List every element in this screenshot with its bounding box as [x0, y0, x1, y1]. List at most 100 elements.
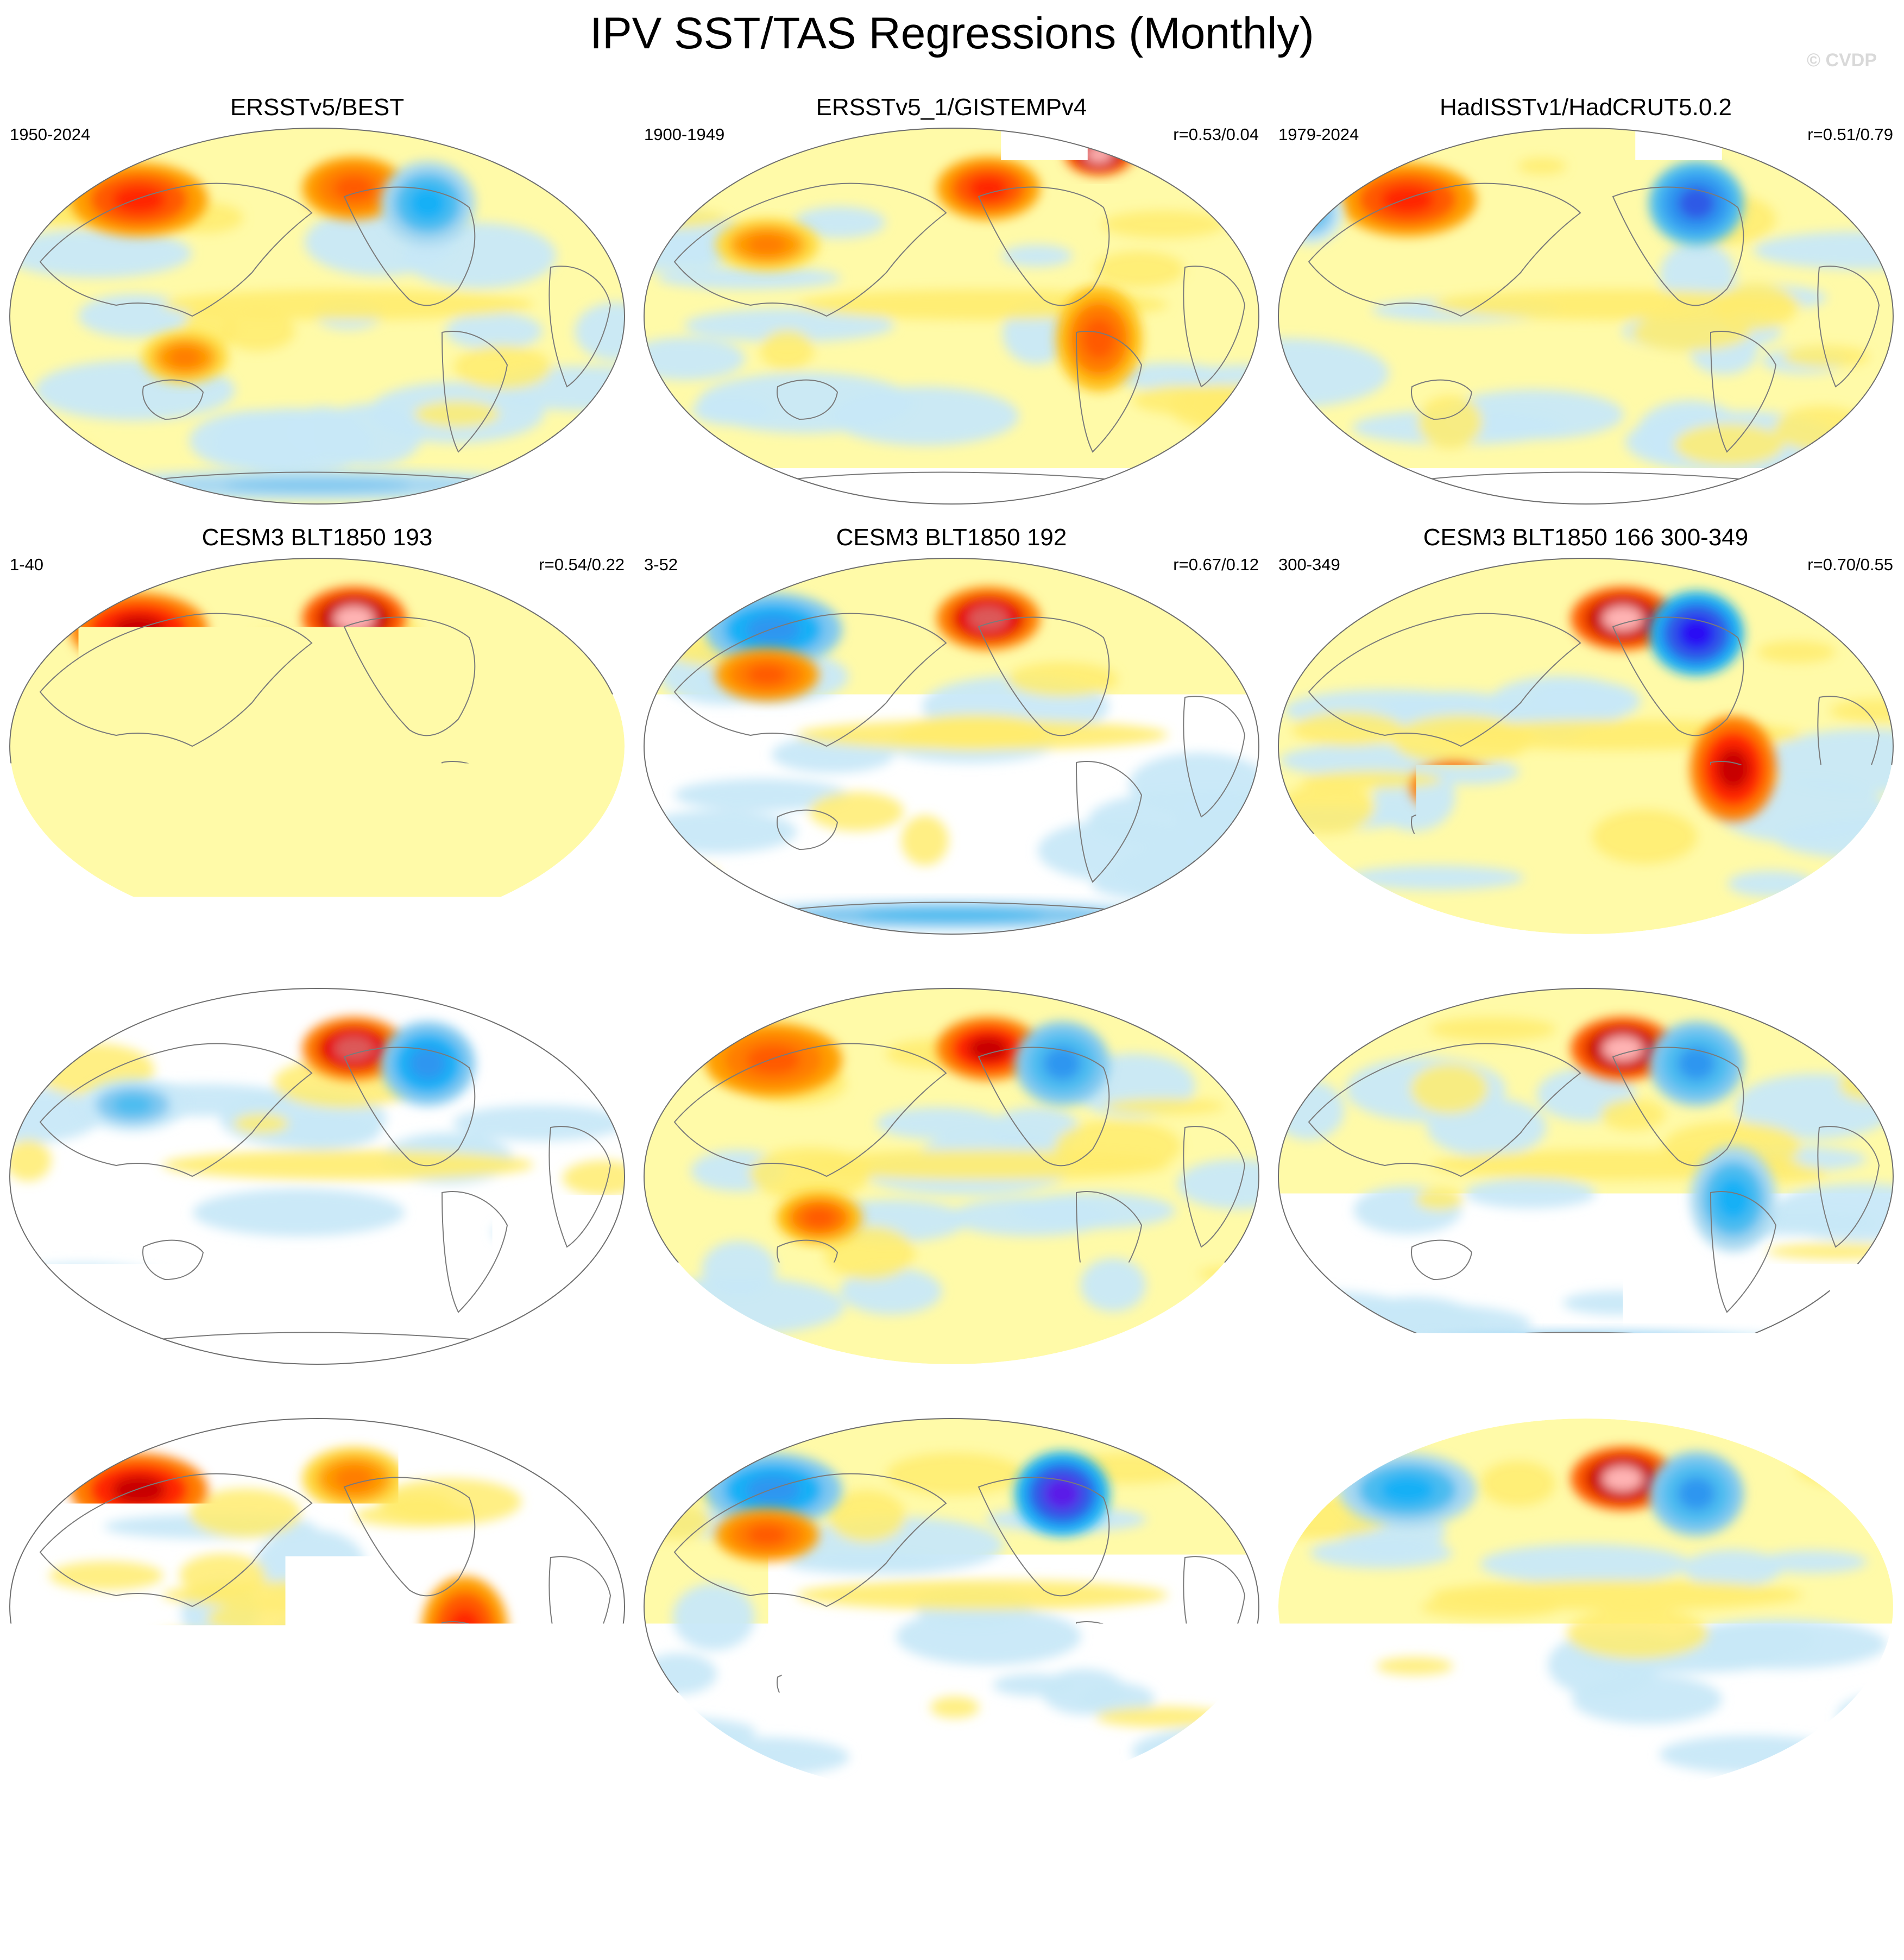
- colorbar-bin: [1188, 1842, 1235, 1874]
- colorbar-tick-label: -0.6: [343, 1883, 399, 1920]
- colorbar-tick-label: 0.6: [1325, 1883, 1370, 1920]
- anomaly-australia: [776, 1192, 862, 1244]
- colorbar-bin: [1329, 1842, 1377, 1874]
- colorbar-bin: [1283, 1842, 1330, 1874]
- anomaly-south-america: [1056, 286, 1142, 392]
- colorbar-bin: [1000, 1842, 1048, 1874]
- colorbar-bin: [1235, 1842, 1283, 1874]
- colorbar-tick-label: 0.1: [918, 1883, 963, 1920]
- panel-title: CESM3 BLT1850 166 300-349: [1269, 522, 1903, 553]
- anomaly-canada: [381, 161, 475, 245]
- anomaly-alaska: [937, 157, 1040, 220]
- colorbar-bin: [953, 1842, 1000, 1874]
- panel-title: CESM2 piControl A: [1269, 1383, 1903, 1413]
- colorbar-bin: [906, 1842, 954, 1874]
- anomaly-canada: [1649, 161, 1744, 245]
- panel-title: ERSSTv5_1/GISTEMPv4: [634, 92, 1269, 123]
- colorbar-bin: [1048, 1842, 1095, 1874]
- map-plot: [1276, 1416, 1895, 1797]
- colorbar-bin: [765, 1842, 812, 1874]
- map-plot: [1276, 556, 1895, 936]
- panel-title: CESM3 BLT1850 166 250-299: [0, 953, 634, 983]
- anomaly-australia: [142, 331, 228, 384]
- map-panel: CESM3 BLT1850 166 250-299 250-299 r=0.61/0…: [0, 953, 634, 1382]
- colorbar-tick-label: 0.4: [1162, 1883, 1207, 1920]
- colorbar-bin: [389, 1842, 436, 1874]
- anomaly-south-america: [421, 1577, 507, 1682]
- anomaly-central-asia: [715, 648, 818, 701]
- anomaly-south-america: [421, 716, 507, 822]
- colorbar-bin: [436, 1842, 483, 1874]
- anomaly-alaska: [302, 1447, 406, 1510]
- colorbar-tick-label: 0.3: [1081, 1883, 1126, 1920]
- colorbar-bin: [718, 1842, 765, 1874]
- anomaly-south-america: [1690, 716, 1776, 822]
- map-plot: [1276, 126, 1895, 506]
- anomaly-siberia: [70, 1453, 208, 1527]
- map-plot: [8, 556, 627, 936]
- panel-title: CESM3 BLT1850 166 150-199: [1269, 953, 1903, 983]
- colorbar-bin: [1094, 1842, 1142, 1874]
- anomaly-siberia: [1339, 1453, 1477, 1527]
- anomaly-canada: [381, 1022, 475, 1106]
- panel-title: CESM3 BLT1850 193: [0, 522, 634, 553]
- map-plot: [642, 1416, 1261, 1797]
- map-panel: ERSSTv5/BEST 1950-2024: [0, 92, 634, 521]
- anomaly-central-asia: [715, 1509, 818, 1561]
- map-plot: [642, 126, 1261, 506]
- colorbar-tick-label: -0.1: [750, 1883, 806, 1920]
- anomaly-siberia: [1339, 163, 1477, 237]
- colorbar-bin: [671, 1842, 718, 1874]
- map-panel: CESM2 piControl B 901-950 r=-0.64/-0.20: [634, 1383, 1269, 1812]
- map-panel: HadISSTv1/HadCRUT5.0.2 1979-2024 r=0.51/0.…: [1269, 92, 1903, 521]
- map-panel: CESM3 BLT1850 166 300-349 300-349 r=0.70/0…: [1269, 522, 1903, 951]
- colorbar-tick-label: 0.5: [1244, 1883, 1289, 1920]
- anomaly-australia: [1410, 761, 1496, 814]
- map-plot: [8, 1416, 627, 1797]
- map-panel: CESM3 BLT1850 193 1-40 r=0.54/0.22: [0, 522, 634, 951]
- colorbar-bin: [859, 1842, 906, 1874]
- colorbar-bin: [342, 1842, 389, 1874]
- panel-title: ERSSTv5/BEST: [0, 92, 634, 123]
- panel-title: CESM3 BLT1850 192: [634, 522, 1269, 553]
- panel-title: CESM2 piControl C: [0, 1383, 634, 1413]
- anomaly-central-asia: [81, 1079, 184, 1131]
- colorbar-bin: [1377, 1842, 1424, 1874]
- anomaly-canada: [1649, 591, 1744, 676]
- colorbar-bin: [577, 1842, 625, 1874]
- colorbar-tick-label: -0.2: [669, 1883, 724, 1920]
- panel-title: CESM2 piControl B: [634, 1383, 1269, 1413]
- anomaly-canada: [1015, 1452, 1109, 1536]
- map-panel: CESM3 BLT1850 192 3-52 r=0.67/0.12: [634, 522, 1269, 951]
- panel-title: HadISSTv1/HadCRUT5.0.2: [1269, 92, 1903, 123]
- map-panel: CESM2 piControl C 1001-1050 r=0.68/0.41: [0, 1383, 634, 1812]
- map-plot: [642, 986, 1261, 1366]
- colorbar-bin: [483, 1842, 530, 1874]
- map-panel: CESM3 BLT1850 166 200-249 200-249 r=0.56/0…: [634, 953, 1269, 1382]
- colorbar-bin: [624, 1842, 671, 1874]
- anomaly-canada: [1015, 1022, 1109, 1106]
- anomaly-europe: [1276, 181, 1344, 244]
- figure-title: IPV SST/TAS Regressions (Monthly): [0, 7, 1904, 61]
- colorbar-bin: [1142, 1842, 1189, 1874]
- colorbar-bin: [812, 1842, 860, 1874]
- map-plot: [8, 986, 627, 1366]
- anomaly-siberia: [70, 163, 208, 237]
- anomaly-south-america: [1690, 1146, 1776, 1252]
- colorbar-tick-label: -0.3: [587, 1883, 643, 1920]
- colorbar-unit: C: [925, 1919, 979, 1958]
- colorbar-bin: [295, 1842, 342, 1874]
- colorbar-tick-label: -0.5: [424, 1883, 480, 1920]
- map-panel: ERSSTv5_1/GISTEMPv4 1900-1949 r=0.53/0.04: [634, 92, 1269, 521]
- colorbar-tick-label: -0.4: [506, 1883, 562, 1920]
- credit-watermark: © CVDP: [1807, 50, 1877, 71]
- anomaly-siberia: [704, 1023, 842, 1097]
- anomaly-alaska: [937, 587, 1040, 650]
- anomaly-canada: [1649, 1452, 1744, 1536]
- map-panel: CESM3 BLT1850 166 150-199 150-199 r=0.64/0…: [1269, 953, 1903, 1382]
- colorbar-bin: [530, 1842, 577, 1874]
- anomaly-alaska: [302, 587, 406, 650]
- colorbar-tick-label: 0.2: [999, 1883, 1044, 1920]
- anomaly-canada: [1649, 1022, 1744, 1106]
- panel-title: CESM3 BLT1850 166 200-249: [634, 953, 1269, 983]
